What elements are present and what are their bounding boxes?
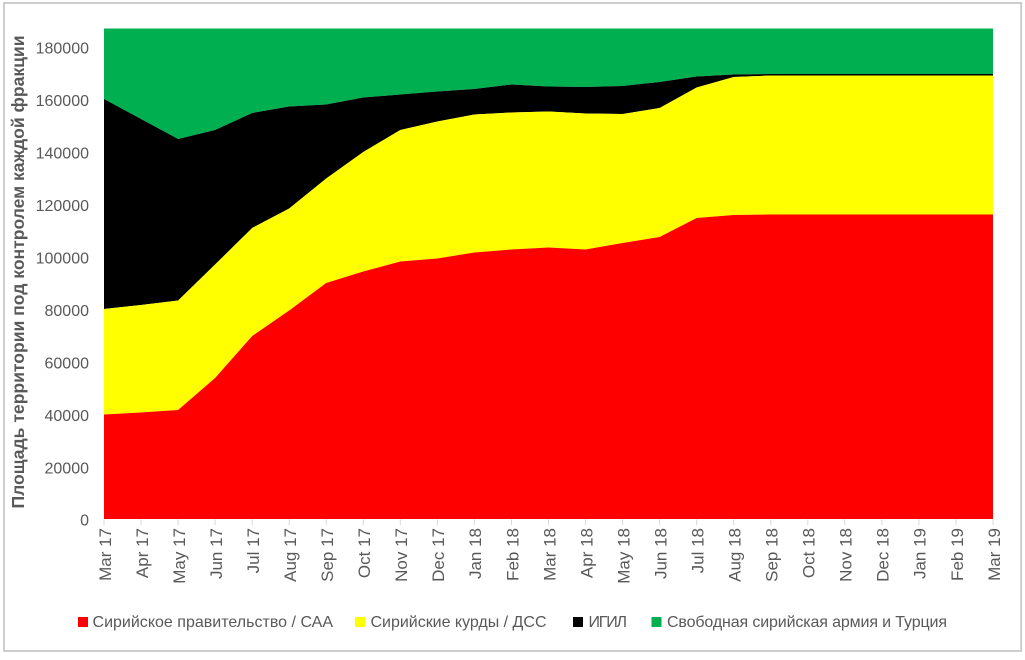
- svg-text:Aug 17: Aug 17: [281, 528, 300, 582]
- svg-text:Dec 18: Dec 18: [874, 528, 893, 582]
- svg-text:Jul 17: Jul 17: [244, 528, 263, 573]
- svg-text:Jun 18: Jun 18: [651, 528, 670, 579]
- svg-text:Mar 19: Mar 19: [985, 528, 1004, 581]
- svg-text:Apr 18: Apr 18: [577, 528, 596, 578]
- svg-text:Сирийские курды / ДСС: Сирийские курды / ДСС: [371, 614, 547, 631]
- svg-text:ИГИЛ: ИГИЛ: [589, 614, 628, 631]
- svg-text:80000: 80000: [45, 303, 90, 320]
- svg-text:Feb 19: Feb 19: [948, 528, 967, 581]
- svg-text:Nov 17: Nov 17: [392, 528, 411, 582]
- svg-text:Dec 17: Dec 17: [429, 528, 448, 582]
- svg-text:0: 0: [80, 513, 89, 530]
- svg-text:140000: 140000: [36, 146, 89, 163]
- svg-text:Aug 18: Aug 18: [726, 528, 745, 582]
- svg-text:60000: 60000: [45, 355, 90, 372]
- svg-text:40000: 40000: [45, 408, 90, 425]
- svg-text:180000: 180000: [36, 41, 89, 58]
- svg-text:160000: 160000: [36, 93, 89, 110]
- svg-text:Jun 17: Jun 17: [207, 528, 226, 579]
- svg-text:Nov 18: Nov 18: [837, 528, 856, 582]
- svg-text:120000: 120000: [36, 198, 89, 215]
- svg-text:Jan 18: Jan 18: [466, 528, 485, 579]
- svg-text:Mar 17: Mar 17: [96, 528, 115, 581]
- svg-text:May 17: May 17: [170, 528, 189, 584]
- svg-text:Сирийское правительство / САА: Сирийское правительство / САА: [93, 614, 334, 631]
- svg-text:Свободная сирийская армия и Ту: Свободная сирийская армия и Турция: [667, 614, 947, 631]
- svg-text:20000: 20000: [45, 460, 90, 477]
- svg-text:May 18: May 18: [614, 528, 633, 584]
- svg-text:Площадь территории под контрол: Площадь территории под контролем каждой …: [8, 35, 28, 508]
- svg-text:Oct 17: Oct 17: [355, 528, 374, 578]
- svg-text:Feb 18: Feb 18: [503, 528, 522, 581]
- svg-text:Sep 18: Sep 18: [763, 528, 782, 582]
- svg-text:Jul 18: Jul 18: [689, 528, 708, 573]
- svg-text:Oct 18: Oct 18: [800, 528, 819, 578]
- svg-text:Mar 18: Mar 18: [540, 528, 559, 581]
- svg-text:100000: 100000: [36, 251, 89, 268]
- svg-text:Jan 19: Jan 19: [911, 528, 930, 579]
- svg-text:Apr 17: Apr 17: [133, 528, 152, 578]
- svg-text:Sep 17: Sep 17: [318, 528, 337, 582]
